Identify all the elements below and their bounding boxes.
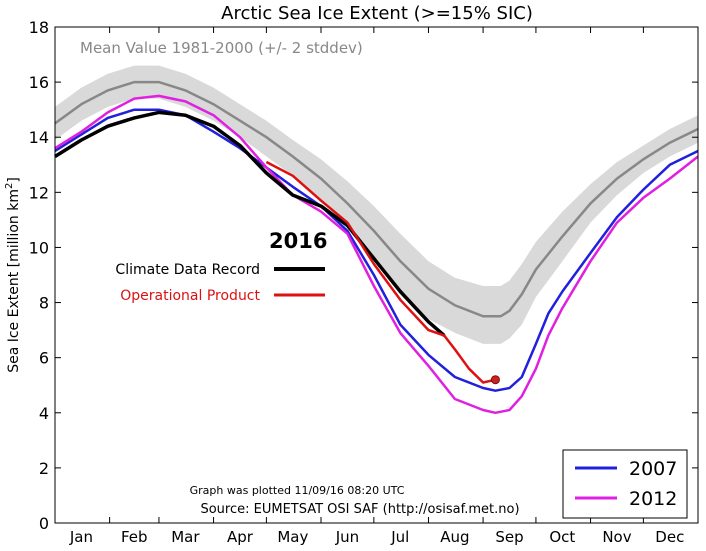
y-tick-label: 10 xyxy=(29,238,49,257)
x-tick-label-aug: Aug xyxy=(440,528,469,546)
y-axis-label-sup: 2 xyxy=(4,183,15,189)
series-line-operational-product xyxy=(265,160,496,384)
y-axis-label: Sea Ice Extent [million km2] xyxy=(4,177,22,373)
x-tick-label-jun: Jun xyxy=(335,528,359,546)
y-tick-label: 16 xyxy=(29,73,49,92)
x-tick-label-may: May xyxy=(277,528,308,546)
chart-title: Arctic Sea Ice Extent (>=15% SIC) xyxy=(221,3,533,24)
plot-area xyxy=(54,65,699,415)
y-axis: 0 2 4 6 8 10 12 14 16 18 xyxy=(29,18,698,533)
y-tick-label: 0 xyxy=(39,514,49,533)
legend-entry-2007: 2007 xyxy=(629,458,677,480)
x-axis: Jan Feb Mar Apr May Jun Jul Aug Sep Oct Nov Dec xyxy=(69,27,684,546)
y-axis-label-close: ] xyxy=(6,177,22,182)
y-tick-label: 2 xyxy=(39,459,49,478)
legend-2016-title: 2016 xyxy=(269,229,327,253)
y-tick-label: 6 xyxy=(39,349,49,368)
y-tick-label: 8 xyxy=(39,294,49,313)
x-tick-label-oct: Oct xyxy=(549,528,575,546)
y-tick-label: 4 xyxy=(39,404,49,423)
x-tick-label-jul: Jul xyxy=(390,528,409,546)
y-tick-label: 18 xyxy=(29,18,49,37)
x-tick-label-feb: Feb xyxy=(121,528,148,546)
x-tick-label-nov: Nov xyxy=(602,528,631,546)
series-layer xyxy=(54,94,699,415)
x-tick-label-mar: Mar xyxy=(171,528,200,546)
source-note: Source: EUMETSAT OSI SAF (http://osisaf.… xyxy=(200,502,519,517)
x-tick-label-apr: Apr xyxy=(227,528,254,546)
mean-line xyxy=(54,80,699,318)
x-tick-label-dec: Dec xyxy=(655,528,684,546)
plot-frame xyxy=(54,26,699,524)
current-value-marker xyxy=(490,375,500,385)
legend-years: 2007 2012 xyxy=(562,449,688,519)
series-line-2012 xyxy=(54,94,699,415)
stddev-band xyxy=(55,65,698,344)
x-tick-label-jan: Jan xyxy=(69,528,93,546)
y-axis-label-main: Sea Ice Extent [million km xyxy=(6,189,22,373)
legend-2016: 2016 Climate Data Record Operational Pro… xyxy=(115,229,327,304)
y-tick-label: 12 xyxy=(29,183,49,202)
mean-legend-label: Mean Value 1981-2000 (+/- 2 stddev) xyxy=(80,39,363,57)
plotted-note: Graph was plotted 11/09/16 08:20 UTC xyxy=(190,484,405,497)
x-tick-label-sep: Sep xyxy=(495,528,523,546)
series-line-climate-data-record xyxy=(54,110,446,337)
legend-years-box xyxy=(562,449,688,519)
y-tick-label: 14 xyxy=(29,128,49,147)
legend-entry-2012: 2012 xyxy=(629,488,677,510)
legend-entry-operational-product: Operational Product xyxy=(120,288,260,304)
legend-entry-climate-data-record: Climate Data Record xyxy=(115,262,260,278)
